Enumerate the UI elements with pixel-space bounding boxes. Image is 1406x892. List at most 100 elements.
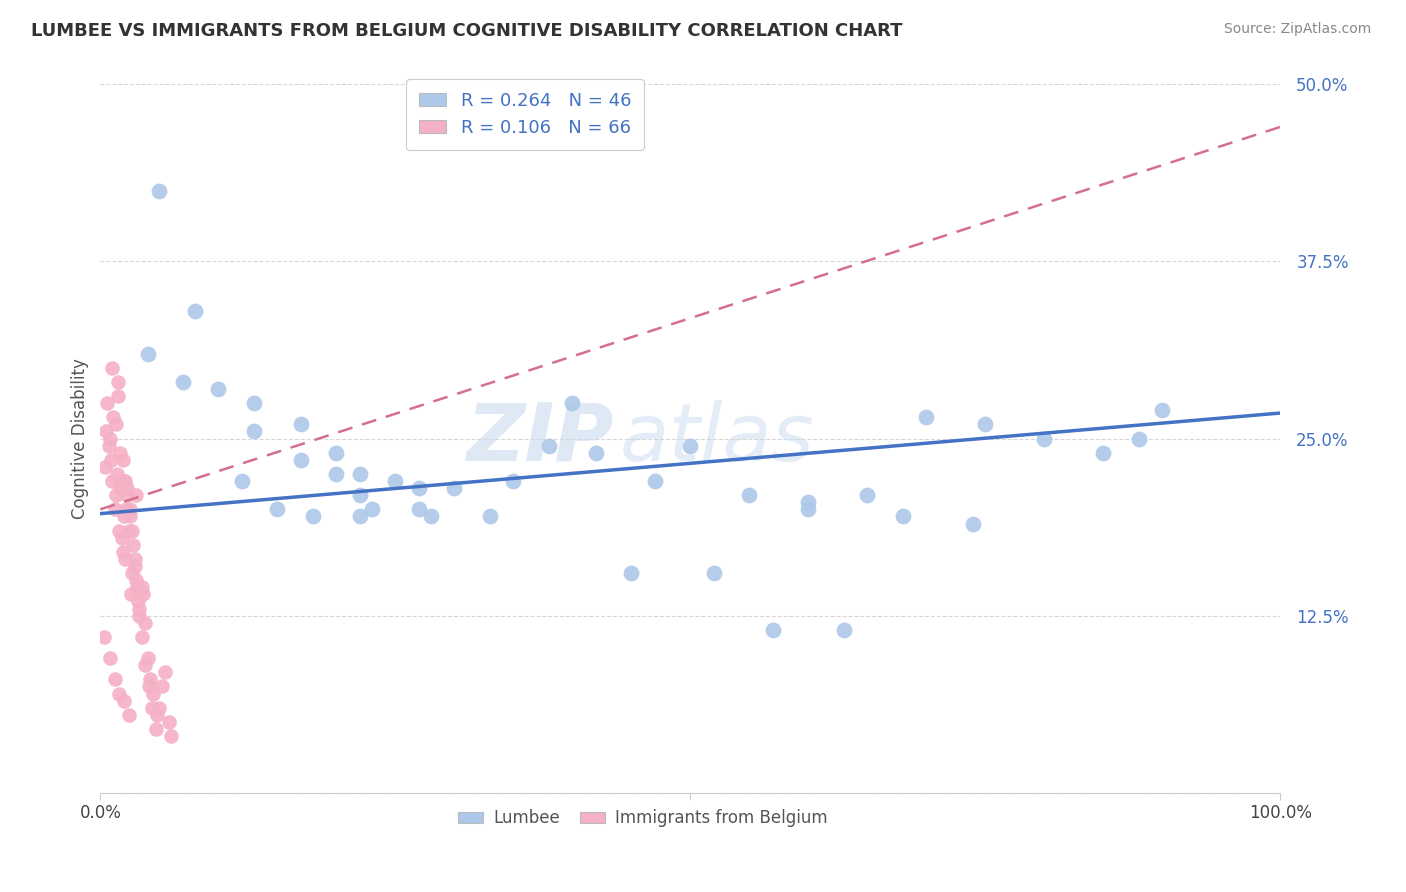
Point — [114, 552, 136, 566]
Text: Source: ZipAtlas.com: Source: ZipAtlas.com — [1223, 22, 1371, 37]
Point — [125, 488, 148, 502]
Point — [242, 396, 264, 410]
Point — [100, 452, 122, 467]
Point — [112, 509, 135, 524]
Point — [349, 509, 371, 524]
Point — [325, 467, 347, 481]
Point — [160, 729, 183, 743]
Point — [142, 686, 165, 700]
Point — [797, 502, 820, 516]
Point — [108, 686, 131, 700]
Point — [1092, 446, 1115, 460]
Point — [124, 559, 146, 574]
Point — [762, 623, 785, 637]
Point — [131, 630, 153, 644]
Point — [118, 524, 141, 538]
Point — [134, 658, 156, 673]
Point — [118, 502, 141, 516]
Point — [117, 481, 139, 495]
Point — [290, 417, 312, 432]
Point — [266, 502, 288, 516]
Point — [974, 417, 997, 432]
Text: atlas: atlas — [620, 400, 814, 477]
Point — [96, 396, 118, 410]
Point — [104, 417, 127, 432]
Point — [155, 665, 177, 680]
Point — [419, 509, 441, 524]
Point — [111, 452, 134, 467]
Point — [97, 439, 120, 453]
Point — [832, 623, 855, 637]
Point — [408, 481, 430, 495]
Point — [915, 410, 938, 425]
Point — [384, 474, 406, 488]
Point — [561, 396, 583, 410]
Point — [136, 651, 159, 665]
Point — [96, 425, 118, 439]
Point — [110, 481, 132, 495]
Point — [136, 346, 159, 360]
Point — [128, 601, 150, 615]
Point — [797, 495, 820, 509]
Point — [125, 573, 148, 587]
Point — [117, 488, 139, 502]
Point — [349, 488, 371, 502]
Point — [94, 459, 117, 474]
Point — [290, 452, 312, 467]
Point — [585, 446, 607, 460]
Point — [148, 184, 170, 198]
Point — [122, 538, 145, 552]
Point — [115, 502, 138, 516]
Point — [98, 432, 121, 446]
Point — [107, 389, 129, 403]
Point — [114, 474, 136, 488]
Point — [107, 375, 129, 389]
Point — [118, 509, 141, 524]
Y-axis label: Cognitive Disability: Cognitive Disability — [72, 358, 89, 519]
Point — [157, 714, 180, 729]
Point — [103, 673, 125, 687]
Point — [207, 382, 229, 396]
Point — [679, 439, 702, 453]
Point — [502, 474, 524, 488]
Point — [111, 545, 134, 559]
Point — [103, 410, 125, 425]
Point — [105, 467, 128, 481]
Point — [110, 446, 132, 460]
Point — [184, 304, 207, 318]
Point — [349, 467, 371, 481]
Point — [93, 630, 115, 644]
Legend: Lumbee, Immigrants from Belgium: Lumbee, Immigrants from Belgium — [451, 803, 834, 834]
Point — [408, 502, 430, 516]
Point — [443, 481, 465, 495]
Point — [110, 531, 132, 545]
Point — [738, 488, 761, 502]
Point — [112, 474, 135, 488]
Point — [120, 587, 142, 601]
Point — [537, 439, 560, 453]
Point — [148, 700, 170, 714]
Point — [112, 693, 135, 707]
Point — [103, 502, 125, 516]
Text: ZIP: ZIP — [467, 400, 613, 477]
Point — [703, 566, 725, 580]
Point — [478, 509, 501, 524]
Point — [231, 474, 253, 488]
Point — [125, 580, 148, 594]
Point — [856, 488, 879, 502]
Point — [150, 680, 173, 694]
Point — [98, 651, 121, 665]
Point — [360, 502, 382, 516]
Point — [1033, 432, 1056, 446]
Point — [139, 673, 162, 687]
Point — [134, 615, 156, 630]
Point — [121, 566, 143, 580]
Point — [620, 566, 643, 580]
Point — [121, 524, 143, 538]
Point — [101, 474, 124, 488]
Point — [101, 360, 124, 375]
Point — [138, 680, 160, 694]
Point — [131, 580, 153, 594]
Point — [644, 474, 666, 488]
Point — [145, 722, 167, 736]
